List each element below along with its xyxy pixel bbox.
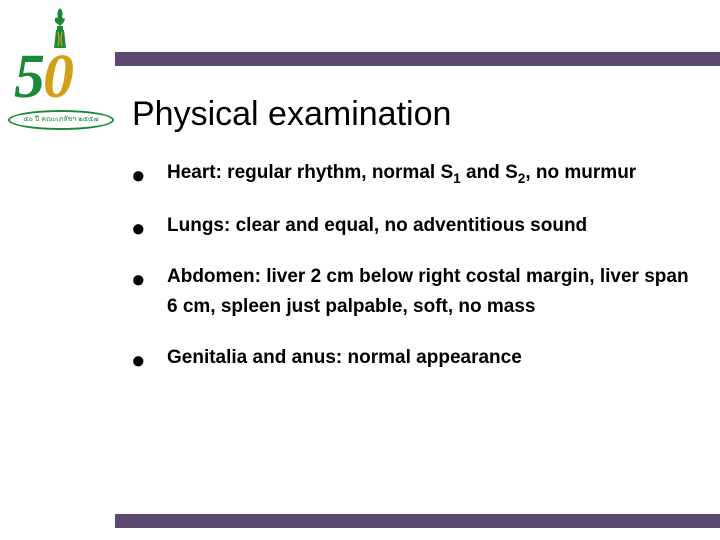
logo-digit-0: 0: [43, 43, 72, 111]
bullet-item: Abdomen: liver 2 cm below right costal m…: [132, 262, 690, 321]
logo-band-text: ๕๐ ปี คณะเภสัชฯ ๒๕๕๗: [8, 110, 114, 130]
bullet-item: Lungs: clear and equal, no adventitious …: [132, 211, 690, 240]
logo-digit-5: 5: [14, 43, 43, 111]
top-accent-bar: [115, 52, 720, 66]
bullet-item: Genitalia and anus: normal appearance: [132, 343, 690, 372]
bullet-item: Heart: regular rhythm, normal S1 and S2,…: [132, 158, 690, 189]
bullet-list: Heart: regular rhythm, normal S1 and S2,…: [132, 158, 690, 373]
anniversary-logo: 50 ๕๐ ปี คณะเภสัชฯ ๒๕๕๗: [8, 6, 116, 156]
bottom-accent-bar: [115, 514, 720, 528]
slide-content: Heart: regular rhythm, normal S1 and S2,…: [132, 158, 690, 395]
logo-number: 50: [14, 46, 72, 108]
slide-title: Physical examination: [132, 95, 451, 134]
torch-icon: [46, 6, 74, 48]
